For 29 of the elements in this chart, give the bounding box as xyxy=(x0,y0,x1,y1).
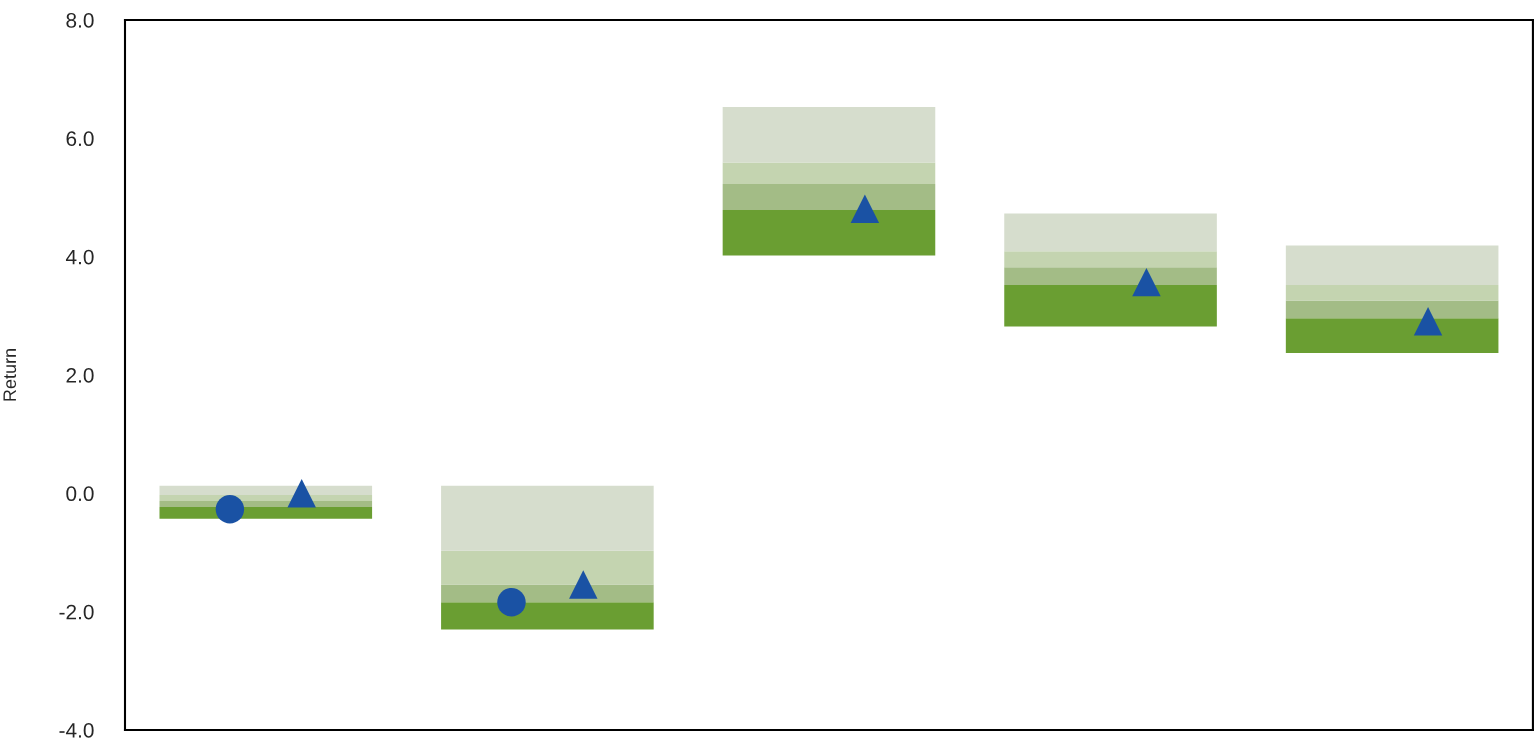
y-tick-label: 8.0 xyxy=(66,13,94,28)
bar xyxy=(1285,285,1499,301)
bar xyxy=(1285,245,1499,286)
y-tick-label: 6.0 xyxy=(66,131,94,147)
bar xyxy=(722,106,936,163)
bar xyxy=(1285,300,1499,319)
bar xyxy=(1004,285,1217,327)
bar xyxy=(722,183,936,210)
point xyxy=(850,194,880,223)
y-tick-label: 4.0 xyxy=(65,249,94,265)
bar xyxy=(722,209,936,256)
bar xyxy=(1004,267,1217,286)
point xyxy=(287,479,316,508)
y-tick-label: 0.0 xyxy=(66,486,94,502)
bar xyxy=(722,162,936,184)
bar xyxy=(159,485,373,496)
y-tick-label: 2.0 xyxy=(66,368,94,383)
bar xyxy=(441,485,654,551)
bar xyxy=(441,602,654,630)
bar xyxy=(1004,251,1217,268)
point xyxy=(1132,267,1161,297)
point xyxy=(569,570,598,599)
point xyxy=(1413,306,1443,336)
bar xyxy=(1004,213,1217,252)
bar xyxy=(441,550,654,585)
y-axis-title: Return xyxy=(3,349,17,401)
y-tick-label: -2.0 xyxy=(59,604,94,620)
bar xyxy=(1285,318,1499,354)
y-tick-label: -4.0 xyxy=(59,723,94,738)
